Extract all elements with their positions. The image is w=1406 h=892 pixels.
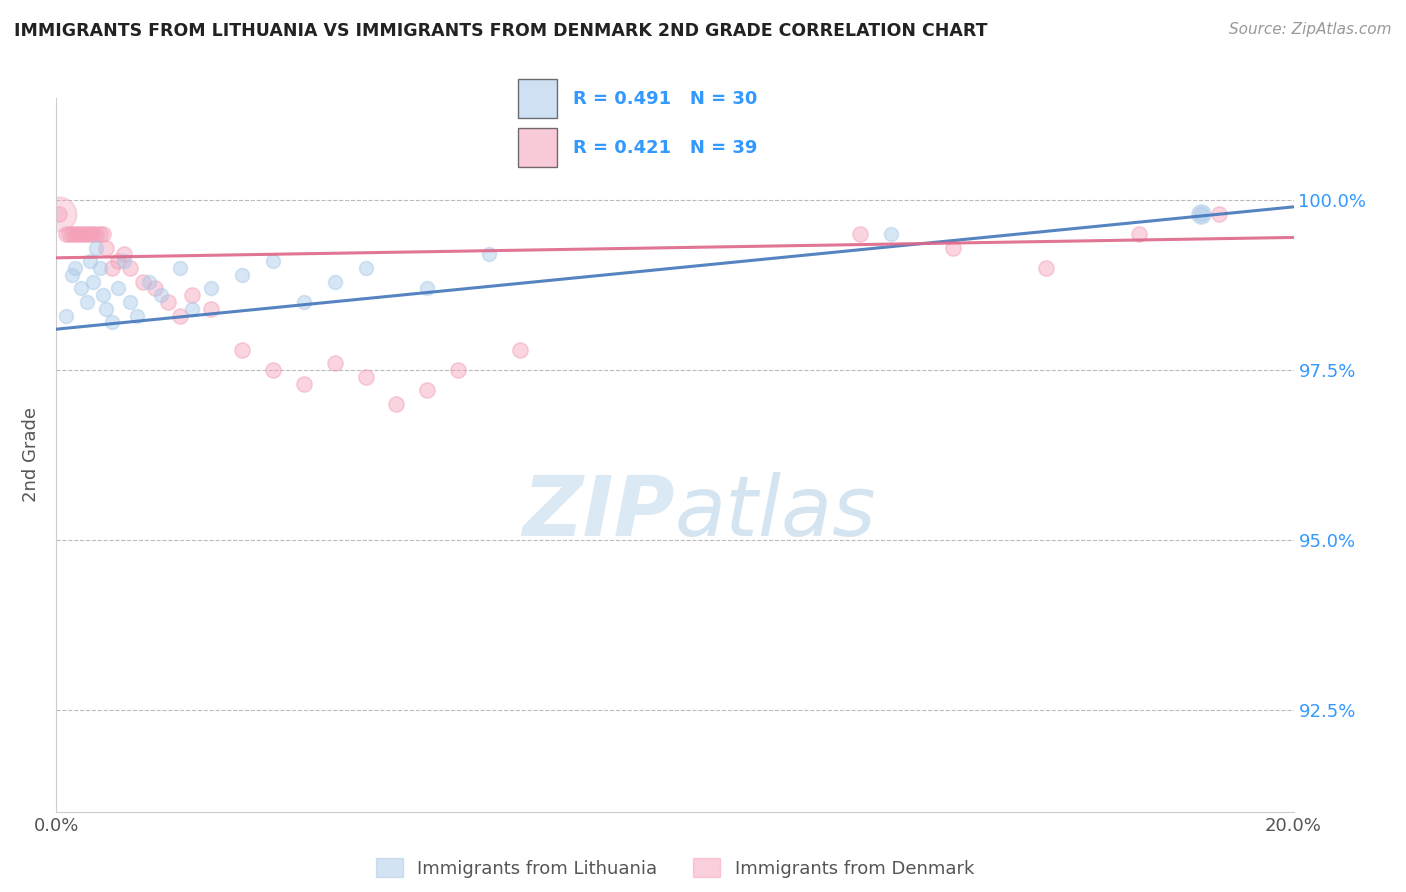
Point [120,295,142,310]
Legend: Immigrants from Lithuania, Immigrants from Denmark: Immigrants from Lithuania, Immigrants fr… [368,851,981,885]
Point [76,227,98,241]
Point [385,397,408,411]
Point [125,309,148,323]
Point [354,369,377,384]
Text: Source: ZipAtlas.com: Source: ZipAtlas.com [1229,22,1392,37]
Point [60,227,83,241]
Point [181,301,204,316]
Point [82,227,104,241]
Point [101,260,124,275]
Point [416,384,439,398]
Point [156,295,179,310]
Point [107,254,129,268]
Point [323,275,346,289]
Point [48,207,70,221]
Point [262,363,284,377]
Point [880,227,903,241]
Point [1189,207,1212,221]
Point [416,281,439,295]
Point [478,247,501,261]
Text: R = 0.421   N = 39: R = 0.421 N = 39 [574,139,758,157]
Point [1189,207,1212,221]
Point [150,288,173,302]
Text: atlas: atlas [675,472,876,552]
Point [94,241,117,255]
Point [120,260,142,275]
Point [942,241,965,255]
Point [1128,227,1150,241]
Point [323,356,346,370]
Point [231,343,253,357]
Point [76,295,98,310]
Point [60,268,83,282]
Point [200,301,222,316]
Point [89,227,111,241]
Point [447,363,470,377]
Y-axis label: 2nd Grade: 2nd Grade [22,408,41,502]
Point [354,260,377,275]
FancyBboxPatch shape [517,128,557,167]
Point [143,281,166,295]
Point [849,227,872,241]
Point [1035,260,1057,275]
Point [48,207,70,221]
FancyBboxPatch shape [517,78,557,118]
Point [138,275,160,289]
Point [200,281,222,295]
Point [70,227,93,241]
Point [82,275,104,289]
Point [55,309,77,323]
Point [132,275,155,289]
Point [58,227,80,241]
Point [509,343,531,357]
Point [292,295,315,310]
Point [94,301,117,316]
Point [73,227,96,241]
Point [169,260,191,275]
Point [86,241,108,255]
Point [181,288,204,302]
Point [63,260,86,275]
Point [79,227,101,241]
Point [66,227,89,241]
Text: ZIP: ZIP [522,472,675,552]
Point [101,315,124,329]
Point [89,260,111,275]
Point [231,268,253,282]
Point [63,227,86,241]
Text: IMMIGRANTS FROM LITHUANIA VS IMMIGRANTS FROM DENMARK 2ND GRADE CORRELATION CHART: IMMIGRANTS FROM LITHUANIA VS IMMIGRANTS … [14,22,987,40]
Point [91,288,114,302]
Point [70,281,93,295]
Text: R = 0.491   N = 30: R = 0.491 N = 30 [574,90,758,108]
Point [112,247,135,261]
Point [262,254,284,268]
Point [91,227,114,241]
Point [292,376,315,391]
Point [107,281,129,295]
Point [1208,207,1230,221]
Point [79,254,101,268]
Point [55,227,77,241]
Point [169,309,191,323]
Point [86,227,108,241]
Point [112,254,135,268]
